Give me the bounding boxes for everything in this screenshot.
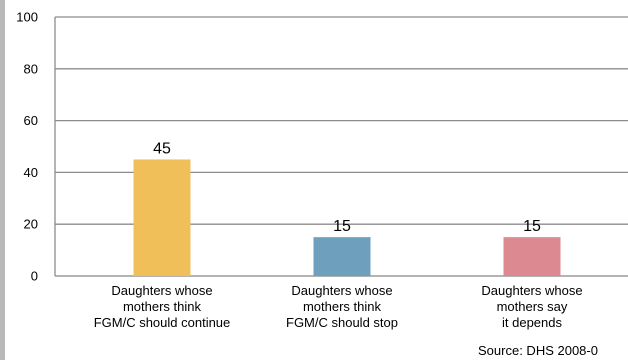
y-tick-label: 0 <box>31 269 38 284</box>
x-tick-label: mothers think <box>303 299 382 314</box>
x-tick-label: FGM/C should continue <box>94 315 231 330</box>
y-tick-label: 80 <box>24 61 38 76</box>
y-tick-label: 40 <box>24 165 38 180</box>
bar <box>503 237 561 276</box>
left-border <box>0 0 5 360</box>
data-label: 15 <box>523 218 541 235</box>
y-tick-label: 20 <box>24 217 38 232</box>
x-tick-label: Daughters whose <box>111 283 212 298</box>
x-tick-label: mothers think <box>123 299 202 314</box>
y-tick-label: 60 <box>24 113 38 128</box>
bar <box>133 159 191 276</box>
x-tick-label: Daughters whose <box>481 283 582 298</box>
bar <box>313 237 371 276</box>
x-tick-label: it depends <box>502 315 562 330</box>
data-label: 45 <box>153 140 171 157</box>
data-label: 15 <box>333 218 351 235</box>
x-tick-label: Daughters whose <box>291 283 392 298</box>
x-tick-label: FGM/C should stop <box>286 315 398 330</box>
y-tick-label: 100 <box>16 10 38 25</box>
source-note: Source: DHS 2008-0 <box>478 343 598 358</box>
x-tick-label: mothers say <box>497 299 568 314</box>
